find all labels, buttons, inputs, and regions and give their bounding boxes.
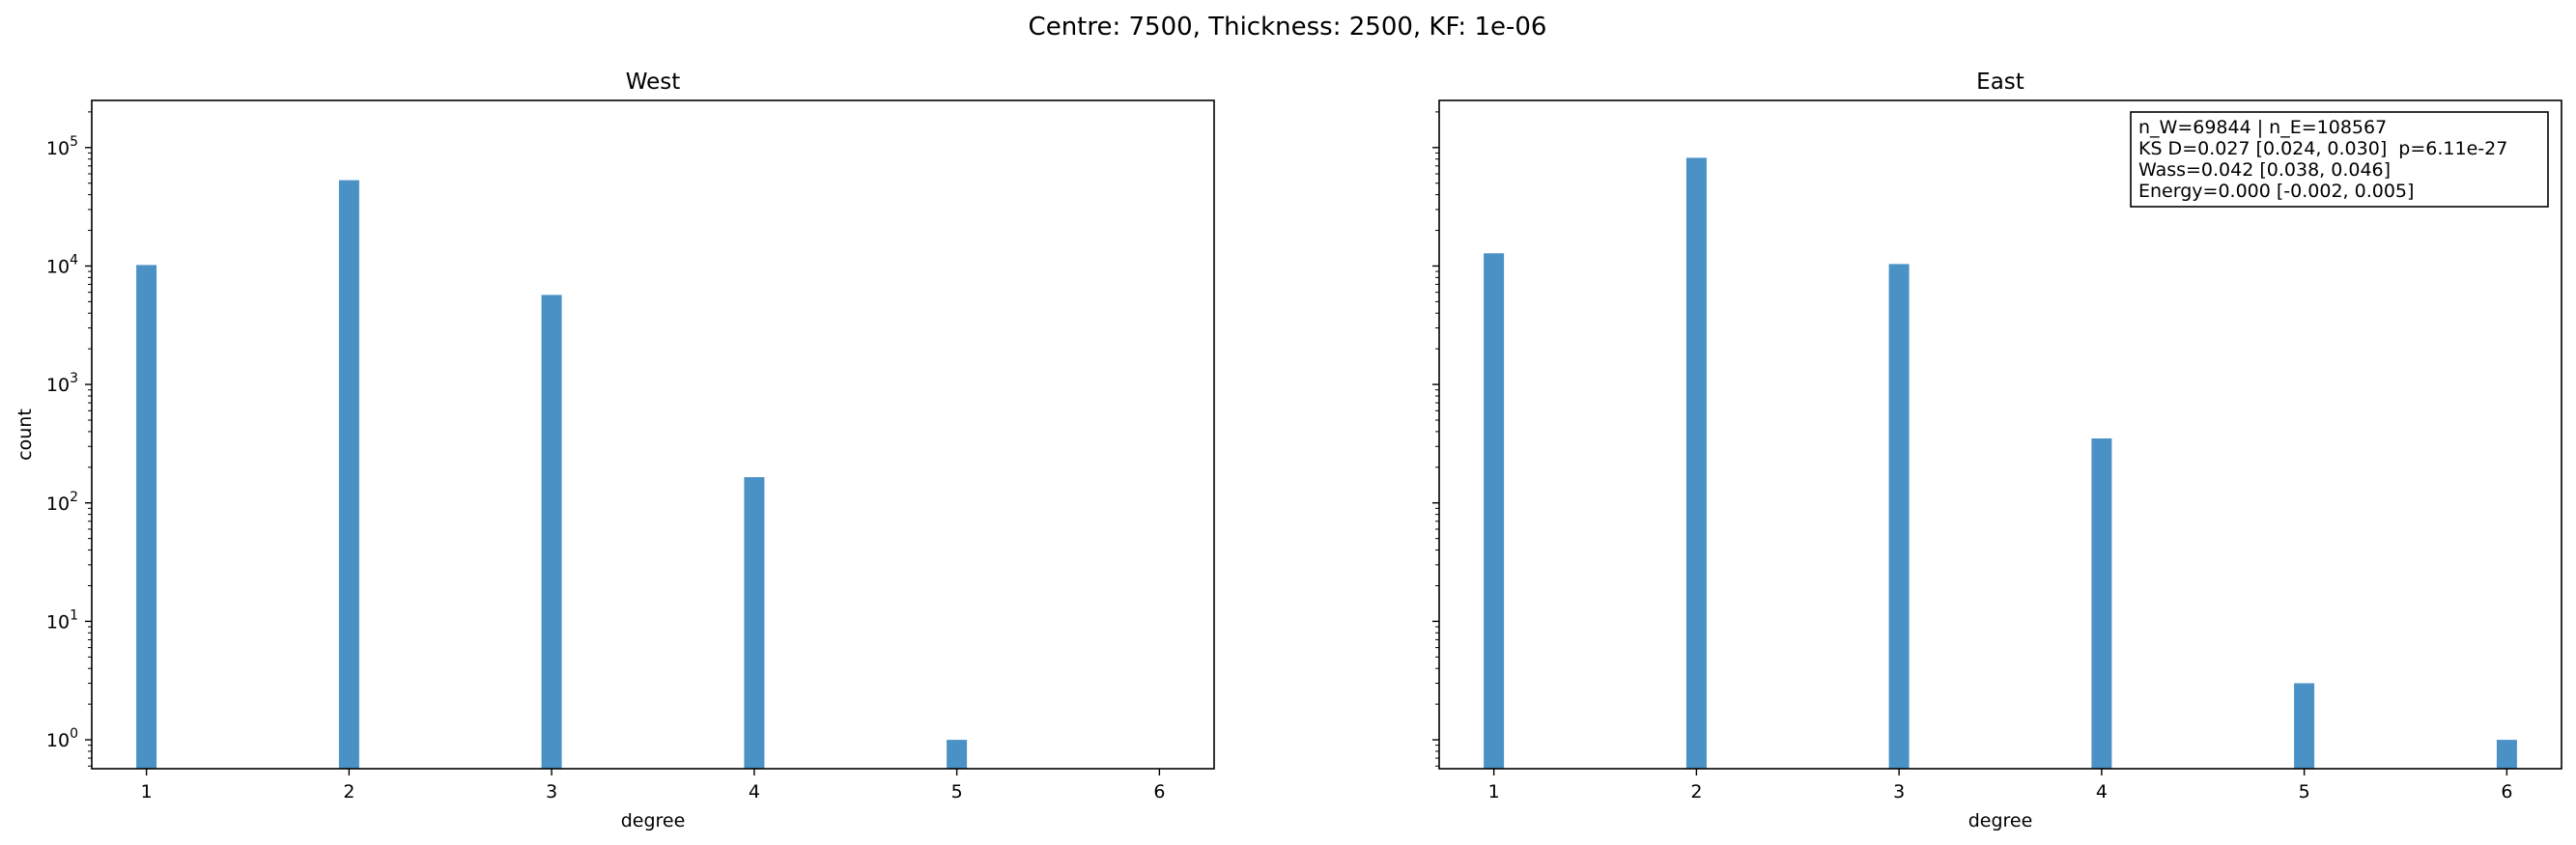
stats-annotation-box — [2130, 111, 2549, 208]
x-tick-label: 1 — [1488, 781, 1500, 803]
stats-annotation-line: KS D=0.027 [0.024, 0.030] p=6.11e-27 — [2138, 138, 2507, 159]
y-tick-label: 101 — [46, 607, 78, 633]
bar-degree-5 — [947, 740, 968, 769]
bar-degree-4 — [744, 477, 765, 769]
x-tick-label: 2 — [343, 781, 354, 803]
x-tick-label: 6 — [1153, 781, 1165, 803]
bar-degree-6 — [2496, 740, 2517, 769]
subplot-east: 1 2 3 4 5 6 East degree n_W=69844 | n_E=108567KS… — [1432, 70, 2562, 831]
bar-degree-5 — [2294, 683, 2315, 769]
bar-degree-3 — [541, 295, 562, 769]
x-tick-label: 1 — [141, 781, 153, 803]
bar-degree-1 — [136, 265, 157, 769]
bar-degree-3 — [1888, 264, 1910, 769]
y-tick-label: 100 — [46, 726, 78, 751]
bar-degree-1 — [1484, 253, 1505, 769]
y-axis-label: count — [14, 408, 36, 461]
y-tick-label: 104 — [46, 252, 78, 277]
suptitle: Centre: 7500, Thickness: 2500, KF: 1e-06 — [1029, 13, 1547, 42]
axes-frame — [91, 99, 1215, 770]
x-tick-label: 4 — [2096, 781, 2108, 803]
stats-annotation-line: Energy=0.000 [-0.002, 0.005] — [2138, 181, 2414, 202]
x-axis-label: degree — [1968, 810, 2033, 831]
y-tick-label: 102 — [46, 490, 78, 515]
x-tick-label: 5 — [2299, 781, 2310, 803]
x-tick-label: 6 — [2501, 781, 2512, 803]
bar-degree-4 — [2091, 438, 2112, 769]
subplot-west: 1 2 3 4 5 6 100 101 102 103 104 105 West degree count — [14, 70, 1215, 831]
y-tick-label: 103 — [46, 371, 78, 396]
x-tick-label: 4 — [749, 781, 760, 803]
bar-degree-2 — [1685, 157, 1707, 769]
x-tick-label: 3 — [546, 781, 557, 803]
subplots: 1 2 3 4 5 6100101102103104105Westdegreecount1… — [14, 70, 2562, 831]
x-tick-label: 3 — [1893, 781, 1905, 803]
subplot-title: East — [1976, 70, 2024, 95]
x-tick-label: 2 — [1690, 781, 1702, 803]
stats-annotation-line: n_W=69844 | n_E=108567 — [2138, 117, 2387, 138]
x-tick-label: 5 — [951, 781, 963, 803]
subplot-title: West — [626, 70, 681, 95]
x-axis-label: degree — [621, 810, 686, 831]
axes-frame — [1438, 99, 2562, 770]
y-tick-label: 105 — [46, 134, 78, 159]
stats-annotation-line: Wass=0.042 [0.038, 0.046] — [2138, 159, 2391, 181]
bar-degree-2 — [338, 180, 359, 770]
